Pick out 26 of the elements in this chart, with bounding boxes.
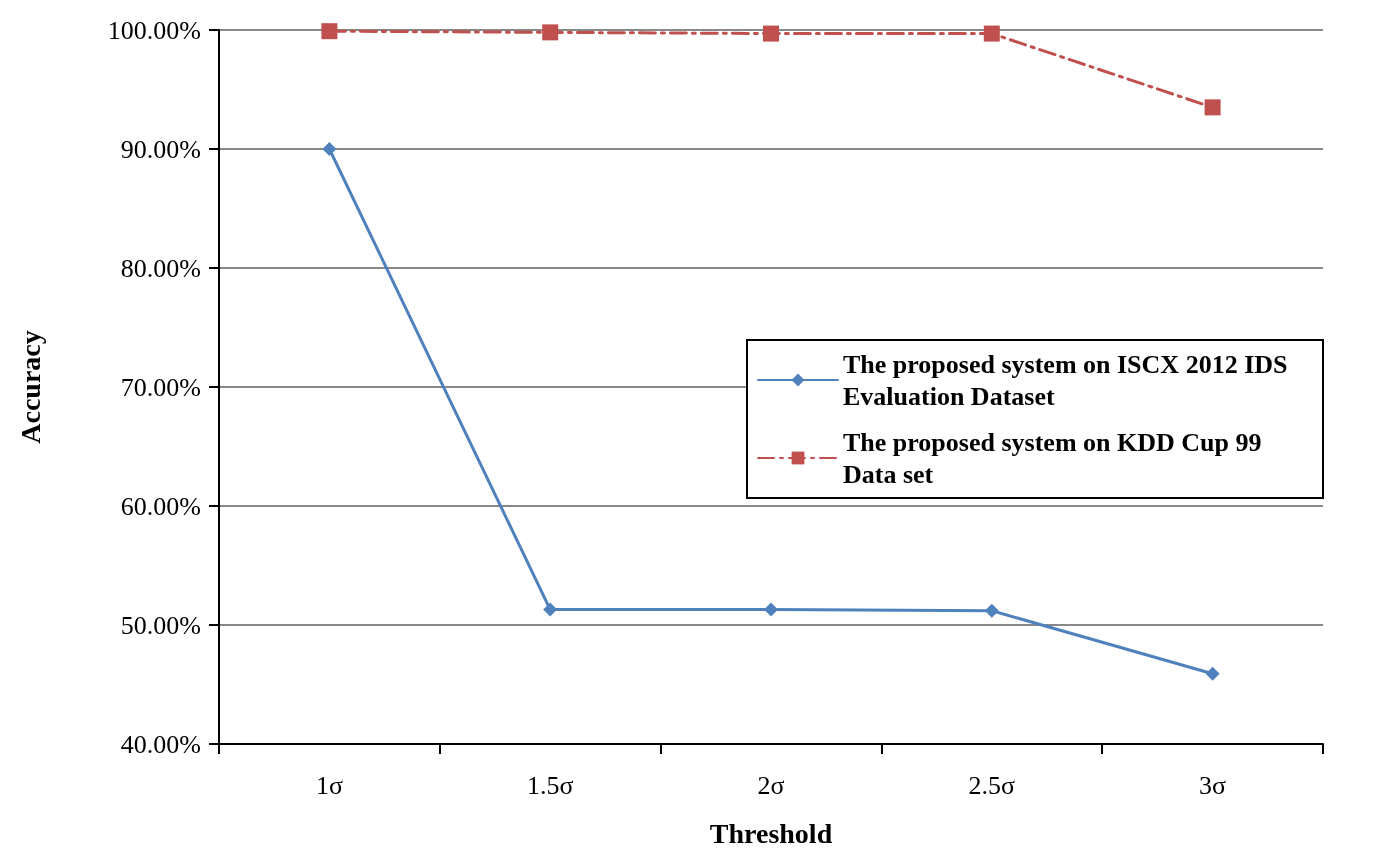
point: [983, 25, 1000, 42]
point: [763, 25, 779, 42]
x-tick-label: 2σ: [757, 770, 785, 800]
y-tick-label: 90.00%: [120, 134, 201, 164]
point: [1204, 99, 1221, 116]
x-tick-label: 1σ: [315, 770, 343, 800]
y-tick-label: 70.00%: [120, 372, 201, 402]
x-tick-label: 2.5σ: [968, 770, 1016, 800]
point: [543, 602, 558, 617]
y-tick-label: 40.00%: [120, 729, 201, 759]
y-tick-label: 100.00%: [107, 15, 201, 45]
y-tick-label: 50.00%: [120, 610, 201, 640]
point: [1205, 666, 1220, 681]
x-tick-label: 3σ: [1199, 770, 1227, 800]
legend-label: The proposed system on ISCX 2012 IDS Evaluation Dataset: [843, 349, 1294, 411]
point: [542, 24, 559, 41]
point: [321, 23, 338, 40]
x-axis-title: Threshold: [709, 817, 833, 849]
x-tick-label: 1.5σ: [526, 770, 574, 800]
y-tick-label: 60.00%: [120, 491, 201, 521]
y-axis-title: Accuracy: [14, 330, 46, 444]
point: [764, 602, 778, 617]
y-tick-label: 80.00%: [120, 253, 201, 283]
point: [984, 603, 999, 618]
legend-label: The proposed system on KDD Cup 99 Data set: [843, 427, 1268, 489]
point: [322, 142, 337, 156]
